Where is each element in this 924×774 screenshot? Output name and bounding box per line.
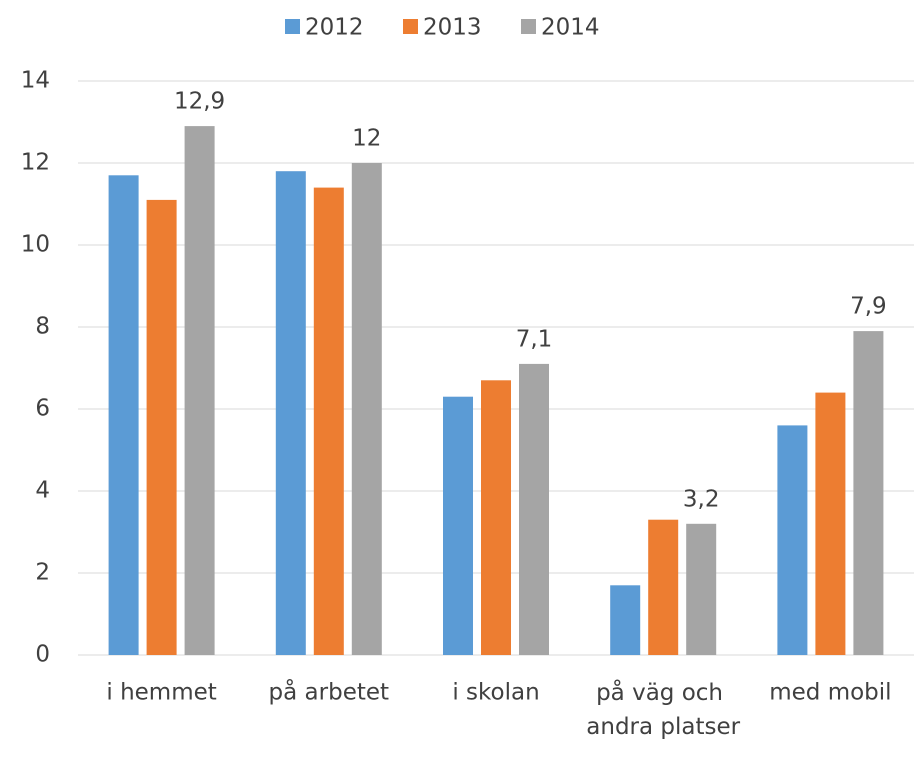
y-tick-label: 10	[21, 232, 50, 258]
bar	[853, 331, 884, 655]
bar	[184, 126, 215, 656]
bar	[815, 392, 846, 655]
bar	[648, 519, 679, 655]
y-tick-label: 0	[35, 642, 50, 668]
data-label: 12	[352, 126, 381, 152]
legend-swatch	[285, 19, 300, 34]
legend-label: 2014	[541, 15, 600, 41]
y-tick-label: 14	[21, 68, 50, 94]
legend-label: 2013	[423, 15, 482, 41]
x-tick-label: i hemmet	[106, 680, 216, 706]
y-tick-label: 12	[21, 150, 50, 176]
y-tick-label: 4	[35, 478, 50, 504]
bar	[481, 380, 511, 655]
bar	[351, 163, 382, 655]
bar	[108, 175, 139, 656]
bar	[313, 187, 344, 655]
data-label: 3,2	[683, 486, 720, 512]
x-tick-label: på arbetet	[269, 678, 390, 706]
bar	[686, 523, 717, 655]
bar	[777, 425, 808, 655]
bar	[519, 363, 549, 655]
bar	[443, 396, 473, 655]
y-tick-label: 6	[35, 396, 50, 422]
data-label: 12,9	[174, 89, 225, 115]
legend-swatch	[403, 19, 418, 34]
x-tick-label: i skolan	[452, 680, 539, 706]
legend-swatch	[521, 19, 536, 34]
y-tick-label: 8	[35, 314, 50, 340]
bar	[275, 171, 306, 655]
bar	[610, 585, 641, 655]
bar	[146, 199, 177, 655]
x-tick-label: på väg och andra platser	[586, 678, 740, 740]
x-tick-label: med mobil	[769, 680, 891, 706]
data-label: 7,9	[850, 294, 887, 320]
data-label: 7,1	[516, 326, 553, 352]
legend-label: 2012	[305, 15, 364, 41]
y-tick-label: 2	[35, 560, 50, 586]
